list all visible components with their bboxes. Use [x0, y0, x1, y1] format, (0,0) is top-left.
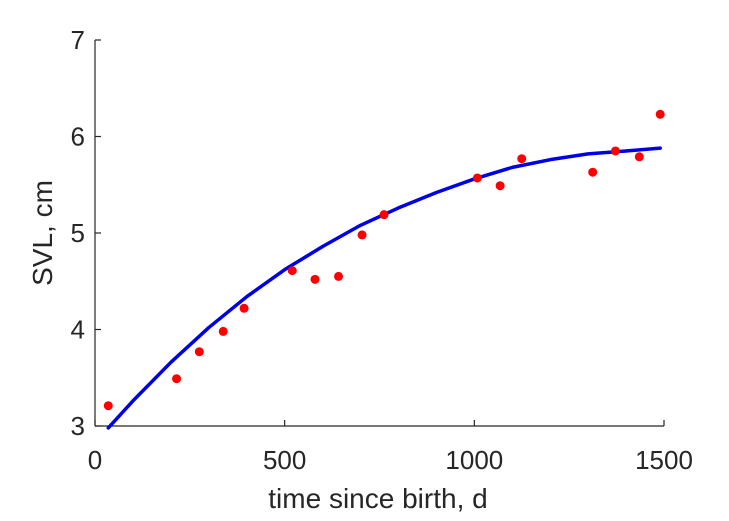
x-tick-label: 1500	[635, 445, 693, 475]
y-tick-label: 4	[71, 315, 85, 345]
y-tick-label: 6	[71, 122, 85, 152]
data-point	[239, 303, 249, 313]
fit-layer	[106, 146, 662, 430]
data-point	[172, 374, 182, 384]
data-point	[655, 109, 665, 119]
y-tick-label: 7	[71, 25, 85, 55]
points-layer	[103, 109, 665, 411]
data-point	[472, 173, 482, 183]
data-point	[357, 230, 367, 240]
fit-curve	[106, 146, 662, 430]
data-point	[379, 210, 389, 220]
x-axis-title: time since birth, d	[268, 483, 487, 514]
data-point	[103, 401, 113, 411]
data-point	[287, 266, 297, 276]
x-tick-label: 0	[88, 445, 102, 475]
data-point	[310, 274, 320, 284]
x-tick-label: 1000	[445, 445, 503, 475]
data-point	[218, 326, 228, 336]
data-point	[517, 154, 527, 164]
data-point	[495, 181, 505, 191]
data-point	[194, 347, 204, 357]
y-axis-title: SVL, cm	[27, 180, 58, 286]
data-point	[634, 152, 644, 162]
data-point	[334, 271, 344, 281]
axes	[94, 40, 664, 427]
data-point	[588, 167, 598, 177]
x-tick-label: 500	[263, 445, 306, 475]
tick-labels: 0 500 1000 1500 3 4 5 6 7	[71, 25, 693, 475]
y-tick-label: 5	[71, 218, 85, 248]
ticks	[94, 39, 665, 427]
data-point	[610, 146, 620, 156]
y-tick-label: 3	[71, 411, 85, 441]
